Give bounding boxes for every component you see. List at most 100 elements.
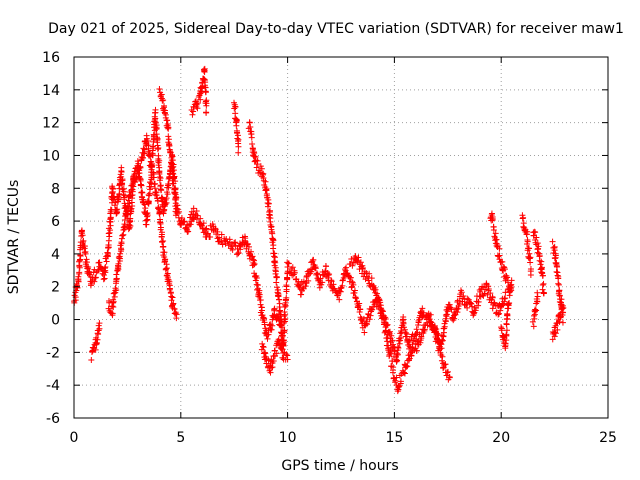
- data-point: [94, 268, 101, 275]
- data-point: [523, 231, 530, 238]
- data-point: [308, 268, 315, 275]
- data-point: [263, 185, 270, 192]
- data-point: [533, 307, 540, 314]
- data-point: [156, 86, 163, 93]
- data-point: [128, 205, 135, 212]
- data-point: [395, 383, 402, 390]
- data-point: [101, 268, 108, 275]
- y-tick-label: 4: [51, 247, 60, 263]
- data-point: [277, 311, 284, 318]
- data-point: [244, 241, 251, 248]
- data-point: [267, 369, 274, 376]
- data-point: [119, 232, 126, 239]
- data-point: [555, 280, 562, 287]
- data-point: [481, 290, 488, 297]
- data-point: [141, 201, 148, 208]
- data-point: [92, 274, 99, 281]
- data-point: [167, 149, 174, 156]
- data-point: [254, 281, 261, 288]
- data-point: [265, 331, 272, 338]
- data-point: [408, 349, 415, 356]
- data-point: [118, 181, 125, 188]
- data-point: [86, 271, 93, 278]
- data-point: [215, 234, 222, 241]
- data-point: [326, 271, 333, 278]
- data-point: [361, 329, 368, 336]
- data-point: [352, 253, 359, 260]
- data-point: [105, 230, 112, 237]
- data-point: [343, 264, 350, 271]
- data-point: [339, 282, 346, 289]
- data-point: [114, 198, 121, 205]
- data-point: [260, 314, 267, 321]
- data-point: [160, 237, 167, 244]
- data-point: [465, 296, 472, 303]
- data-point: [257, 301, 264, 308]
- data-point: [190, 205, 197, 212]
- data-point: [508, 277, 515, 284]
- data-point: [334, 292, 341, 299]
- data-point: [214, 235, 221, 242]
- data-point: [203, 225, 210, 232]
- data-point: [403, 363, 410, 370]
- data-point: [450, 317, 457, 324]
- data-point: [260, 170, 267, 177]
- y-tick-label: -2: [46, 345, 60, 361]
- data-point: [170, 180, 177, 187]
- data-point: [268, 326, 275, 333]
- data-point: [501, 295, 508, 302]
- data-point: [234, 251, 241, 258]
- data-point: [267, 215, 274, 222]
- data-point: [152, 109, 159, 116]
- data-point: [553, 263, 560, 270]
- data-point: [253, 274, 260, 281]
- data-point: [251, 257, 258, 264]
- data-point: [529, 318, 536, 325]
- data-point: [495, 311, 502, 318]
- data-point: [160, 243, 167, 250]
- data-point: [203, 109, 210, 116]
- data-point: [137, 163, 144, 170]
- data-point: [137, 181, 144, 188]
- data-point: [527, 271, 534, 278]
- data-point: [264, 335, 271, 342]
- data-point: [92, 346, 99, 353]
- data-point: [415, 319, 422, 326]
- data-point: [439, 353, 446, 360]
- data-point: [499, 258, 506, 265]
- data-point: [366, 316, 373, 323]
- data-point: [442, 361, 449, 368]
- data-point: [110, 303, 117, 310]
- data-point: [278, 345, 285, 352]
- data-point: [178, 214, 185, 221]
- data-point: [150, 174, 157, 181]
- data-point: [157, 175, 164, 182]
- data-point: [265, 200, 272, 207]
- data-point: [251, 261, 258, 268]
- data-point: [93, 339, 100, 346]
- data-layer: [71, 65, 567, 395]
- data-point: [401, 370, 408, 377]
- y-tick-label: -6: [46, 411, 60, 427]
- data-point: [506, 300, 513, 307]
- data-point: [197, 96, 204, 103]
- data-point: [434, 330, 441, 337]
- data-point: [554, 272, 561, 279]
- data-point: [350, 281, 357, 288]
- data-point: [470, 312, 477, 319]
- data-point: [491, 233, 498, 240]
- data-point: [138, 182, 145, 189]
- data-point: [534, 298, 541, 305]
- y-tick-label: 6: [51, 214, 60, 230]
- data-point: [95, 259, 102, 266]
- data-point: [403, 331, 410, 338]
- data-point: [204, 230, 211, 237]
- data-point: [448, 306, 455, 313]
- data-point: [428, 322, 435, 329]
- data-point: [126, 200, 133, 207]
- data-point: [248, 248, 255, 255]
- data-point: [264, 203, 271, 210]
- data-point: [109, 303, 116, 310]
- data-point: [256, 291, 263, 298]
